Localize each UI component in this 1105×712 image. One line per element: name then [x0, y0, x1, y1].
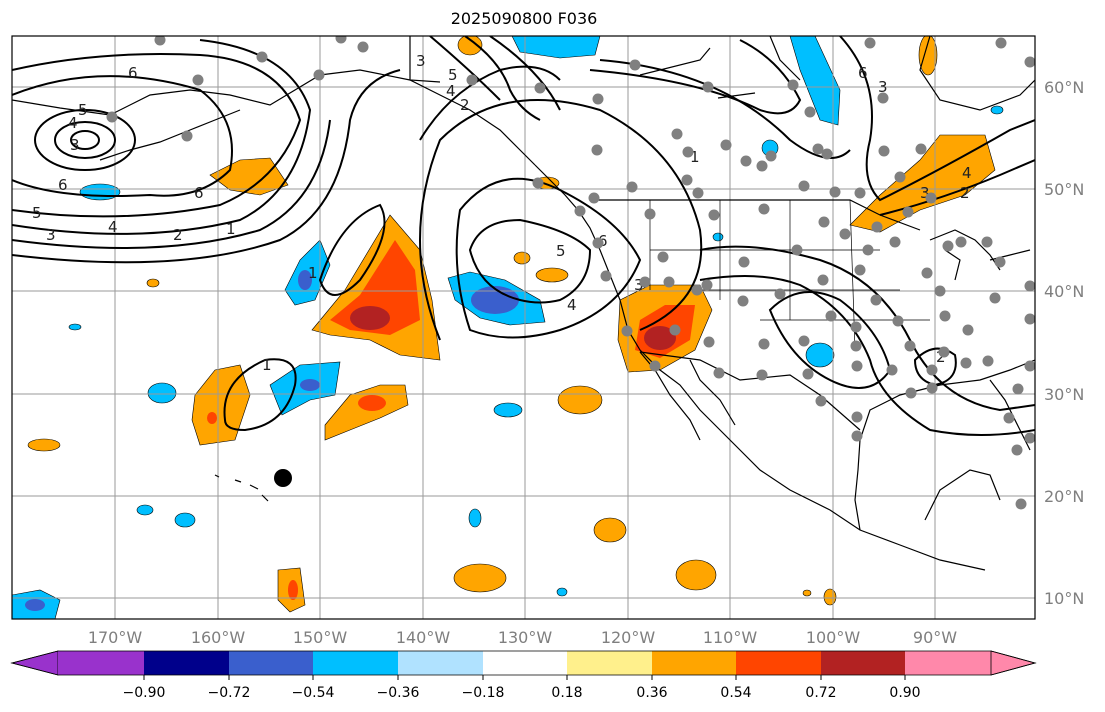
lat-label: 40°N — [1044, 282, 1084, 301]
lon-label: 100°W — [806, 628, 861, 647]
colorbar-outline — [10, 650, 1037, 676]
colorbar-swatch — [398, 651, 483, 675]
contour-label: 3 — [70, 136, 80, 154]
contour-label: 4 — [68, 114, 78, 132]
contour-label: 6 — [858, 64, 868, 82]
colorbar-tick-label: 0.18 — [551, 685, 582, 701]
lon-label: 110°W — [703, 628, 758, 647]
contour-label: 2 — [936, 348, 946, 366]
colorbar-swatch — [567, 651, 652, 675]
contour-label-group: 5 4 3 6 6 5 3 4 2 1 1 1 5 3 6 4 3 4 2 6 … — [32, 52, 972, 374]
colorbar-tick-label: 0.54 — [720, 685, 751, 701]
anomaly-fills — [12, 36, 1004, 619]
lon-label: 130°W — [498, 628, 553, 647]
contour-label: 6 — [58, 176, 68, 194]
colorbar-swatch — [905, 651, 991, 675]
lon-label: 120°W — [601, 628, 656, 647]
colorbar-swatch — [58, 651, 144, 675]
lat-label: 60°N — [1044, 78, 1084, 97]
station-markers — [106, 36, 1035, 510]
map-area — [12, 36, 1035, 619]
contour-label: 1 — [262, 356, 272, 374]
colorbar-swatch — [313, 651, 398, 675]
map-frame — [11, 35, 1036, 620]
colorbar-tick-label: −0.72 — [208, 685, 251, 701]
marker-dot — [274, 469, 292, 487]
lat-label: 30°N — [1044, 385, 1084, 404]
lon-label: 90°W — [913, 628, 957, 647]
lat-label: 10°N — [1044, 589, 1084, 608]
longitude-axis: 170°W 160°W 150°W 140°W 130°W 120°W 110°… — [88, 628, 957, 647]
lon-label: 150°W — [293, 628, 348, 647]
map-title: 2025090800 F036 — [450, 9, 598, 28]
contour-label: 1 — [308, 264, 318, 282]
contour-label: 2 — [460, 96, 470, 114]
contour-label: 3 — [878, 78, 888, 96]
colorbar-min-arrow — [10, 650, 59, 676]
lon-label: 160°W — [191, 628, 246, 647]
contour-label: 3 — [920, 184, 930, 202]
contour-label: 5 — [556, 242, 566, 260]
colorbar-tick-label: 0.72 — [805, 685, 836, 701]
contour-label: 4 — [446, 82, 456, 100]
colorbar-swatch — [736, 651, 821, 675]
colorbar-tick-label: 0.90 — [889, 685, 920, 701]
contour-label: 3 — [46, 226, 56, 244]
colorbar-swatch — [144, 651, 229, 675]
contour-label: 2 — [173, 226, 183, 244]
colorbar-swatch — [821, 651, 905, 675]
colorbar-tick-label: −0.18 — [462, 685, 505, 701]
contour-label: 4 — [962, 164, 972, 182]
coastlines — [12, 36, 1035, 571]
colorbar-tick-label: 0.36 — [636, 685, 667, 701]
contour-label: 3 — [416, 52, 426, 70]
colorbar-tick-label: −0.54 — [292, 685, 335, 701]
contour-label: 6 — [194, 184, 204, 202]
latitude-axis: 60°N 50°N 40°N 30°N 20°N 10°N — [1044, 78, 1084, 608]
contour-label: 5 — [32, 204, 42, 222]
colorbar-swatch — [229, 651, 313, 675]
colorbar-max-arrow — [990, 650, 1037, 676]
contour-label: 1 — [690, 148, 700, 166]
colorbar: −0.90 −0.72 −0.54 −0.36 −0.18 0.18 0.36 … — [10, 650, 1037, 701]
colorbar-tick-label: −0.36 — [377, 685, 420, 701]
graticule — [12, 36, 1035, 619]
colorbar-swatch — [652, 651, 736, 675]
lon-label: 170°W — [88, 628, 143, 647]
contour-label: 4 — [567, 296, 577, 314]
lon-label: 140°W — [396, 628, 451, 647]
contour-label: 2 — [960, 184, 970, 202]
contour-label: 3 — [634, 276, 644, 294]
colorbar-swatch — [483, 651, 567, 675]
contour-label: 1 — [226, 220, 236, 238]
colorbar-tick-label: −0.90 — [123, 685, 166, 701]
contour-label: 5 — [78, 101, 88, 119]
contour-label: 6 — [128, 64, 138, 82]
lat-label: 20°N — [1044, 487, 1084, 506]
contour-label: 5 — [448, 66, 458, 84]
lat-label: 50°N — [1044, 180, 1084, 199]
contour-label: 4 — [108, 218, 118, 236]
